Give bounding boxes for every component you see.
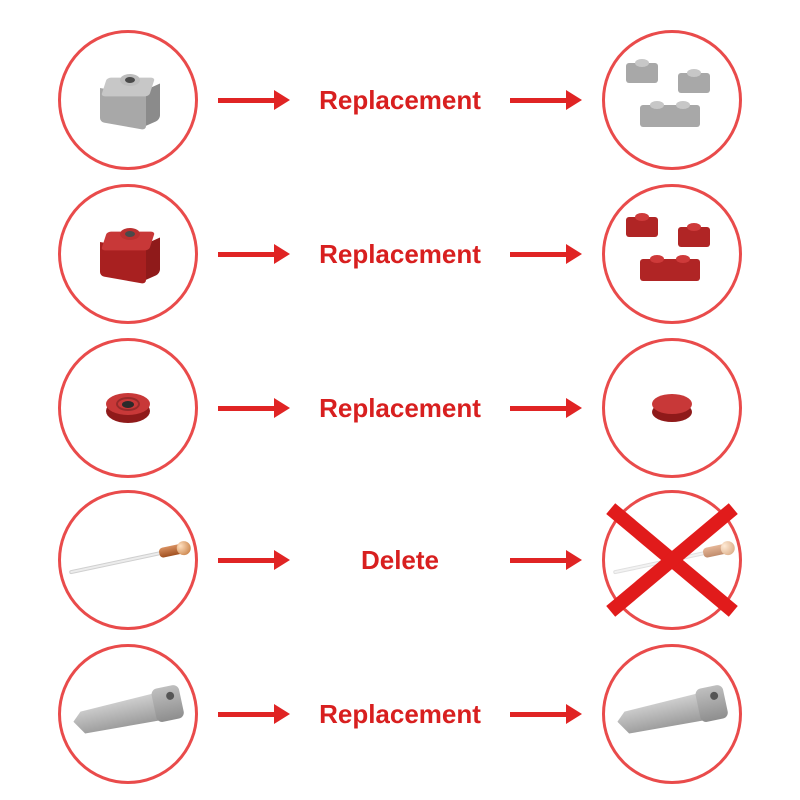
- action-label: Delete: [310, 545, 490, 576]
- right-circle-row-4: [602, 490, 742, 630]
- arrow-icon: [510, 704, 582, 724]
- right-circle-row-5: [602, 644, 742, 784]
- arrow-icon: [218, 90, 290, 110]
- arrow-icon: [510, 398, 582, 418]
- arrow-icon: [510, 244, 582, 264]
- action-label: Replacement: [310, 699, 490, 730]
- left-circle-row-1: [58, 30, 198, 170]
- wand-icon: [612, 543, 731, 578]
- action-label: Replacement: [310, 239, 490, 270]
- red-round-tile-flat-icon: [652, 394, 692, 422]
- right-circle-row-1: [602, 30, 742, 170]
- left-circle-row-3: [58, 338, 198, 478]
- red-plates-icon: [612, 209, 732, 299]
- red-brick-icon: [96, 222, 160, 286]
- arrow-icon: [510, 90, 582, 110]
- right-circle-row-2: [602, 184, 742, 324]
- arrow-icon: [218, 550, 290, 570]
- row-1: Replacement: [0, 30, 800, 170]
- row-3: Replacement: [0, 338, 800, 478]
- arrow-icon: [510, 550, 582, 570]
- left-circle-row-5: [58, 644, 198, 784]
- arrow-icon: [218, 398, 290, 418]
- row-2: Replacement: [0, 184, 800, 324]
- wand-icon: [68, 543, 187, 578]
- right-circle-row-3: [602, 338, 742, 478]
- row-4: Delete: [0, 490, 800, 630]
- red-round-tile-recessed-icon: [106, 393, 150, 423]
- arrow-icon: [218, 704, 290, 724]
- action-label: Replacement: [310, 85, 490, 116]
- grey-plates-icon: [612, 55, 732, 145]
- arrow-icon: [218, 244, 290, 264]
- grey-tooth-icon: [613, 678, 731, 750]
- action-label: Replacement: [310, 393, 490, 424]
- left-circle-row-4: [58, 490, 198, 630]
- grey-tooth-icon: [69, 678, 187, 750]
- left-circle-row-2: [58, 184, 198, 324]
- grey-brick-icon: [96, 68, 160, 132]
- row-5: Replacement: [0, 644, 800, 784]
